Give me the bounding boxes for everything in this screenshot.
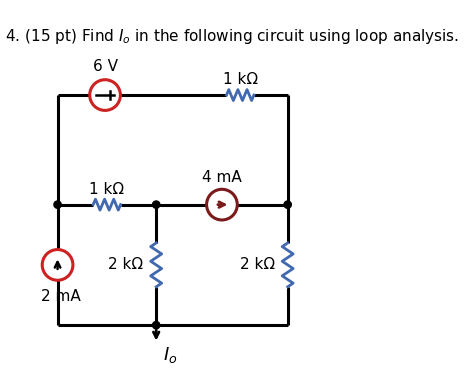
Circle shape bbox=[42, 249, 73, 280]
Text: 2 mA: 2 mA bbox=[41, 289, 81, 304]
Text: $I_o$: $I_o$ bbox=[163, 345, 177, 365]
Text: 6 V: 6 V bbox=[92, 59, 118, 74]
Text: 2 kΩ: 2 kΩ bbox=[240, 257, 275, 273]
Text: 1 kΩ: 1 kΩ bbox=[223, 72, 258, 87]
Circle shape bbox=[207, 189, 237, 220]
Circle shape bbox=[153, 321, 160, 329]
Text: 4 mA: 4 mA bbox=[202, 170, 242, 185]
Text: 2 kΩ: 2 kΩ bbox=[108, 257, 144, 273]
Circle shape bbox=[153, 201, 160, 208]
Circle shape bbox=[90, 80, 120, 110]
Circle shape bbox=[284, 201, 292, 208]
Text: 4. (15 pt) Find $I_o$ in the following circuit using loop analysis.: 4. (15 pt) Find $I_o$ in the following c… bbox=[5, 27, 459, 46]
Circle shape bbox=[54, 201, 61, 208]
Text: 1 kΩ: 1 kΩ bbox=[89, 182, 125, 197]
